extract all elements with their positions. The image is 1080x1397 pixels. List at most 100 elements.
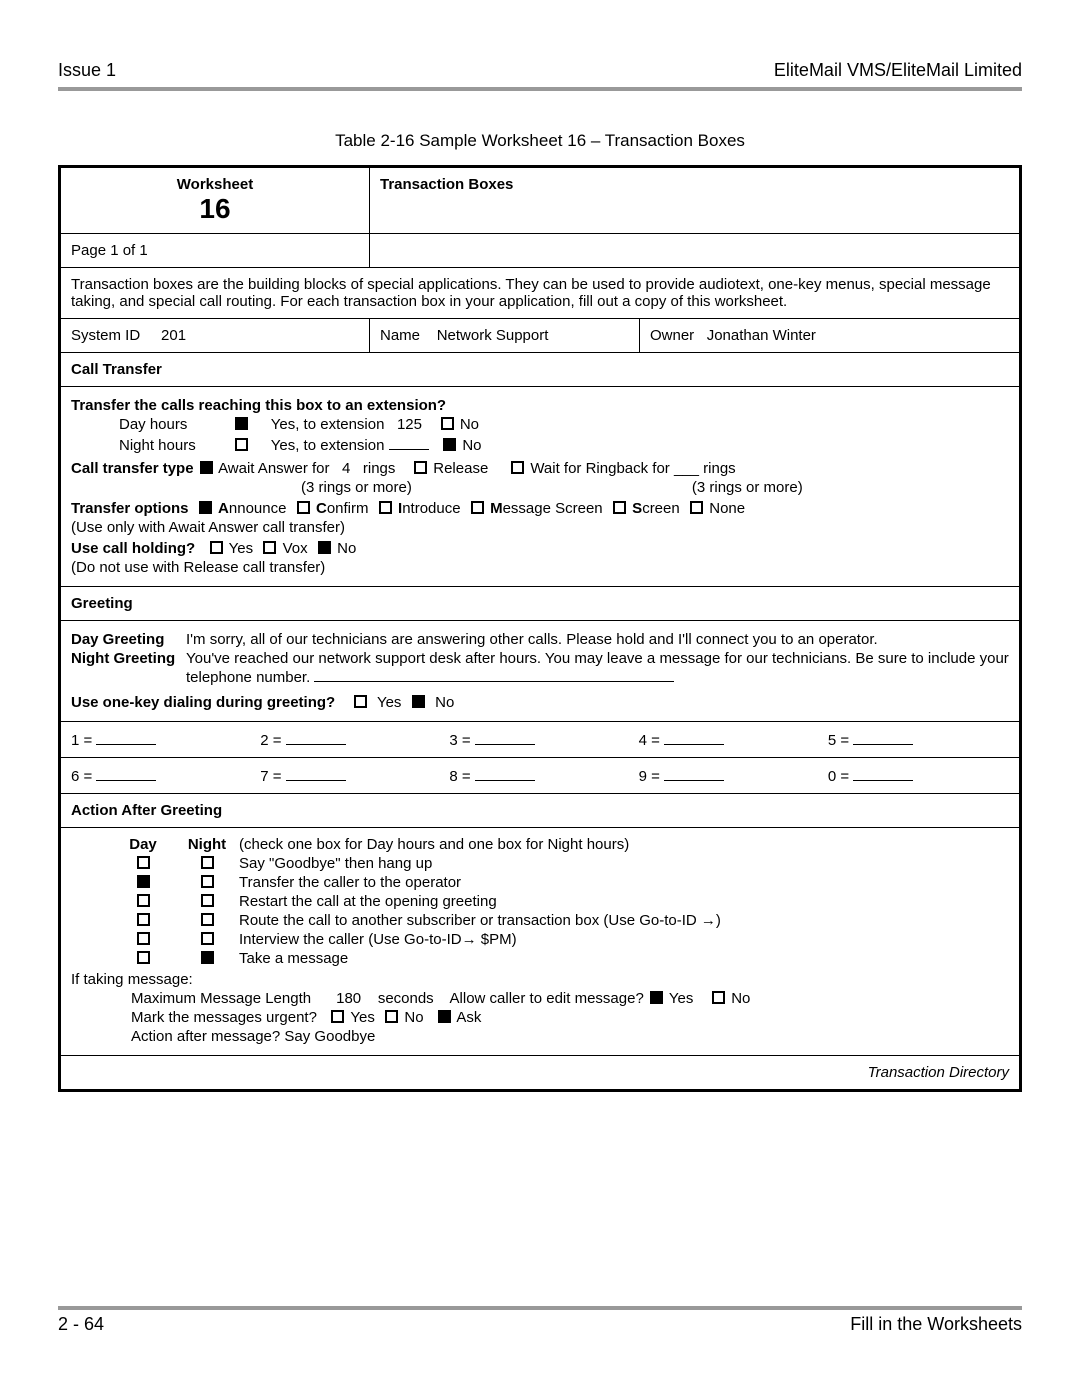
section-greeting: Greeting — [60, 587, 1021, 621]
k1-blank[interactable] — [96, 730, 156, 745]
onekey-no: No — [435, 694, 454, 711]
await-label: Await Answer for — [218, 460, 329, 477]
cb-edit-no[interactable] — [712, 991, 725, 1004]
k9-blank[interactable] — [664, 766, 724, 781]
checkbox-night-no[interactable] — [443, 438, 456, 451]
k4-blank[interactable] — [664, 730, 724, 745]
header-rule — [58, 87, 1022, 91]
checkbox-release[interactable] — [414, 461, 427, 474]
cb-day-5[interactable] — [137, 932, 150, 945]
ringback-label: Wait for Ringback for ___ rings — [530, 460, 735, 477]
cb-day-3[interactable] — [137, 894, 150, 907]
cb-night-4[interactable] — [201, 913, 214, 926]
k1: 1 = — [71, 732, 92, 749]
cb-urgent-ask[interactable] — [438, 1010, 451, 1023]
checkbox-day-no[interactable] — [441, 417, 454, 430]
transaction-directory: Transaction Directory — [60, 1056, 1021, 1091]
checkbox-onekey-no[interactable] — [412, 695, 425, 708]
day-greeting-text: I'm sorry, all of our technicians are an… — [186, 631, 878, 648]
cb-day-1[interactable] — [137, 856, 150, 869]
cb-urgent-yes[interactable] — [331, 1010, 344, 1023]
taking-label: If taking message: — [71, 971, 1009, 988]
hold-label: Use call holding? — [71, 540, 195, 557]
yes-to-ext-night: Yes, to extension — [271, 437, 385, 454]
checkbox-hold-yes[interactable] — [210, 541, 223, 554]
worksheet-table: Worksheet 16 Transaction Boxes Page 1 of… — [58, 165, 1022, 1092]
opt-none: None — [709, 500, 745, 517]
night-greeting-text: You've reached our network support desk … — [186, 650, 1009, 686]
cb-night-1[interactable] — [201, 856, 214, 869]
checkbox-introduce[interactable] — [379, 501, 392, 514]
hold-vox: Vox — [283, 540, 308, 557]
footer-right: Fill in the Worksheets — [850, 1314, 1022, 1335]
table-caption: Table 2-16 Sample Worksheet 16 – Transac… — [58, 131, 1022, 151]
checkbox-screen[interactable] — [613, 501, 626, 514]
night-greeting-label: Night Greeting — [71, 650, 186, 686]
cb-day-4[interactable] — [137, 913, 150, 926]
no-label-day: No — [460, 416, 479, 433]
release-label: Release — [433, 460, 488, 477]
checkbox-hold-no[interactable] — [318, 541, 331, 554]
section-aag: Action After Greeting — [60, 794, 1021, 828]
system-id-value: 201 — [161, 327, 186, 344]
urgent-ask: Ask — [456, 1009, 481, 1026]
checkbox-day-yes[interactable] — [235, 417, 248, 430]
checkbox-night-yes[interactable] — [235, 438, 248, 451]
urgent-label: Mark the messages urgent? — [131, 1009, 317, 1026]
k6-blank[interactable] — [96, 766, 156, 781]
await-rings: 4 — [342, 460, 350, 477]
k2-blank[interactable] — [286, 730, 346, 745]
k0-blank[interactable] — [853, 766, 913, 781]
checkbox-confirm[interactable] — [297, 501, 310, 514]
checkbox-announce[interactable] — [199, 501, 212, 514]
cb-day-6[interactable] — [137, 951, 150, 964]
cb-urgent-no[interactable] — [385, 1010, 398, 1023]
k9: 9 = — [639, 768, 660, 785]
checkbox-ringback[interactable] — [511, 461, 524, 474]
cb-night-3[interactable] — [201, 894, 214, 907]
aag-o3: Restart the call at the opening greeting — [239, 893, 1009, 910]
night-greeting-blank[interactable] — [314, 667, 674, 682]
k8-blank[interactable] — [475, 766, 535, 781]
checkbox-onekey-yes[interactable] — [354, 695, 367, 708]
opt-announce: Announce — [218, 500, 286, 517]
owner-label: Owner — [650, 327, 694, 344]
k7: 7 = — [260, 768, 281, 785]
aag-o4: Route the call to another subscriber or … — [239, 912, 1009, 929]
checkbox-await[interactable] — [200, 461, 213, 474]
checkbox-msgscreen[interactable] — [471, 501, 484, 514]
cb-edit-yes[interactable] — [650, 991, 663, 1004]
k0: 0 = — [828, 768, 849, 785]
cb-night-5[interactable] — [201, 932, 214, 945]
onekey-q: Use one-key dialing during greeting? — [71, 694, 335, 711]
worksheet-title: Transaction Boxes — [370, 167, 1021, 234]
system-id-label: System ID — [71, 327, 140, 344]
k3-blank[interactable] — [475, 730, 535, 745]
aag-hint: (check one box for Day hours and one box… — [239, 836, 1009, 853]
hold-note: (Do not use with Release call transfer) — [71, 559, 1009, 576]
k3: 3 = — [449, 732, 470, 749]
urgent-no: No — [404, 1009, 423, 1026]
intro-text: Transaction boxes are the building block… — [60, 268, 1021, 319]
name-label: Name — [380, 327, 420, 344]
opts-label: Transfer options — [71, 500, 189, 517]
hold-yes: Yes — [229, 540, 253, 557]
aag-o1: Say "Goodbye" then hang up — [239, 855, 1009, 872]
k5-blank[interactable] — [853, 730, 913, 745]
aag-night: Night — [188, 836, 226, 853]
cb-day-2[interactable] — [137, 875, 150, 888]
k7-blank[interactable] — [286, 766, 346, 781]
cb-night-6[interactable] — [201, 951, 214, 964]
cb-night-2[interactable] — [201, 875, 214, 888]
header-left: Issue 1 — [58, 60, 116, 81]
checkbox-none[interactable] — [690, 501, 703, 514]
ext-night-blank[interactable] — [389, 435, 429, 450]
footer-left: 2 - 64 — [58, 1314, 104, 1335]
note3-left: (3 rings or more) — [301, 479, 412, 496]
onekey-row-2: 6 = 7 = 8 = 9 = 0 = — [60, 758, 1021, 794]
ct-question: Transfer the calls reaching this box to … — [71, 397, 446, 414]
after-msg: Action after message? Say Goodbye — [71, 1028, 1009, 1045]
checkbox-hold-vox[interactable] — [263, 541, 276, 554]
maxlen-value: 180 — [336, 990, 361, 1007]
edit-no: No — [731, 990, 750, 1007]
